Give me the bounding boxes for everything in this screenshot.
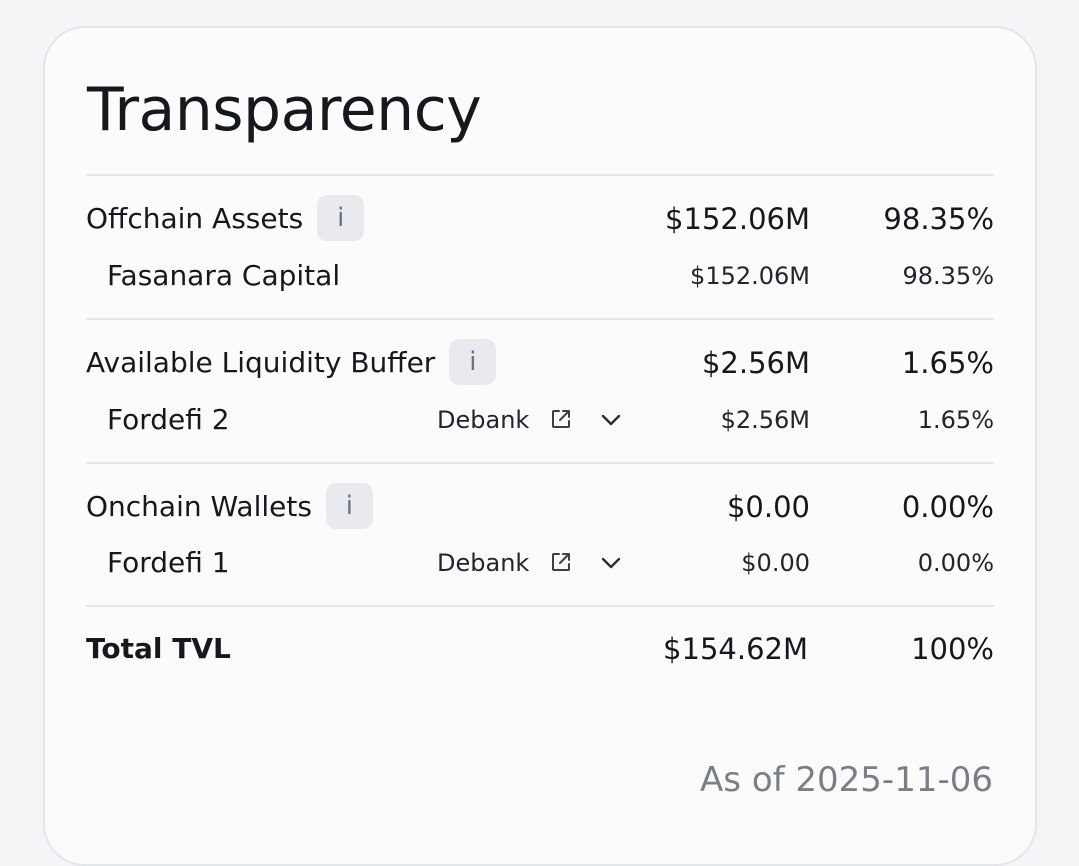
divider	[86, 462, 994, 464]
section-percent: 98.35%	[883, 202, 994, 236]
section-label: Available Liquidity Buffer i	[86, 339, 497, 385]
section-amount: $152.06M	[665, 202, 810, 236]
chevron-down-icon[interactable]	[600, 412, 622, 428]
section-percent: 0.00%	[901, 490, 994, 524]
total-amount: $154.62M	[663, 632, 808, 666]
section-percent: 1.65%	[901, 346, 994, 380]
section-amount: $2.56M	[701, 346, 810, 380]
item-amount: $152.06M	[690, 262, 810, 290]
chevron-down-icon[interactable]	[600, 555, 622, 571]
transparency-card	[43, 26, 1037, 866]
section-available-liquidity-buffer: Available Liquidity Buffer i $2.56M 1.65%	[86, 339, 994, 385]
total-percent: 100%	[911, 632, 994, 666]
item-percent: 0.00%	[917, 549, 994, 577]
item-label: Fasanara Capital	[107, 259, 341, 292]
item-percent: 1.65%	[917, 406, 994, 434]
as-of-date: As of 2025-11-06	[700, 760, 993, 800]
info-icon[interactable]: i	[317, 195, 365, 241]
divider	[86, 318, 994, 320]
page-title: Transparency	[87, 75, 482, 145]
item-fordefi-1: Fordefi 1 Debank $0.00 0.00%	[86, 541, 994, 585]
debank-link[interactable]: Debank	[437, 406, 530, 434]
section-label: Onchain Wallets i	[86, 483, 373, 529]
item-amount: $0.00	[741, 549, 810, 577]
external-link-icon[interactable]	[550, 551, 572, 573]
item-fordefi-2: Fordefi 2 Debank $2.56M 1.65%	[86, 398, 994, 442]
item-fasanara-capital: Fasanara Capital $152.06M 98.35%	[86, 254, 994, 298]
total-tvl-row: Total TVL $154.62M 100%	[86, 627, 994, 671]
info-icon[interactable]: i	[449, 339, 497, 385]
item-percent: 98.35%	[902, 262, 994, 290]
section-offchain-assets: Offchain Assets i $152.06M 98.35%	[86, 195, 994, 241]
item-label: Fordefi 2	[107, 403, 230, 436]
debank-link[interactable]: Debank	[437, 549, 530, 577]
item-amount: $2.56M	[720, 406, 810, 434]
item-label: Fordefi 1	[107, 546, 230, 579]
total-label: Total TVL	[86, 632, 231, 665]
section-onchain-wallets: Onchain Wallets i $0.00 0.00%	[86, 483, 994, 529]
section-amount: $0.00	[726, 490, 810, 524]
external-link-icon[interactable]	[550, 408, 572, 430]
info-icon[interactable]: i	[325, 483, 373, 529]
section-label: Offchain Assets i	[86, 195, 365, 241]
divider	[86, 605, 994, 607]
divider	[86, 174, 994, 176]
